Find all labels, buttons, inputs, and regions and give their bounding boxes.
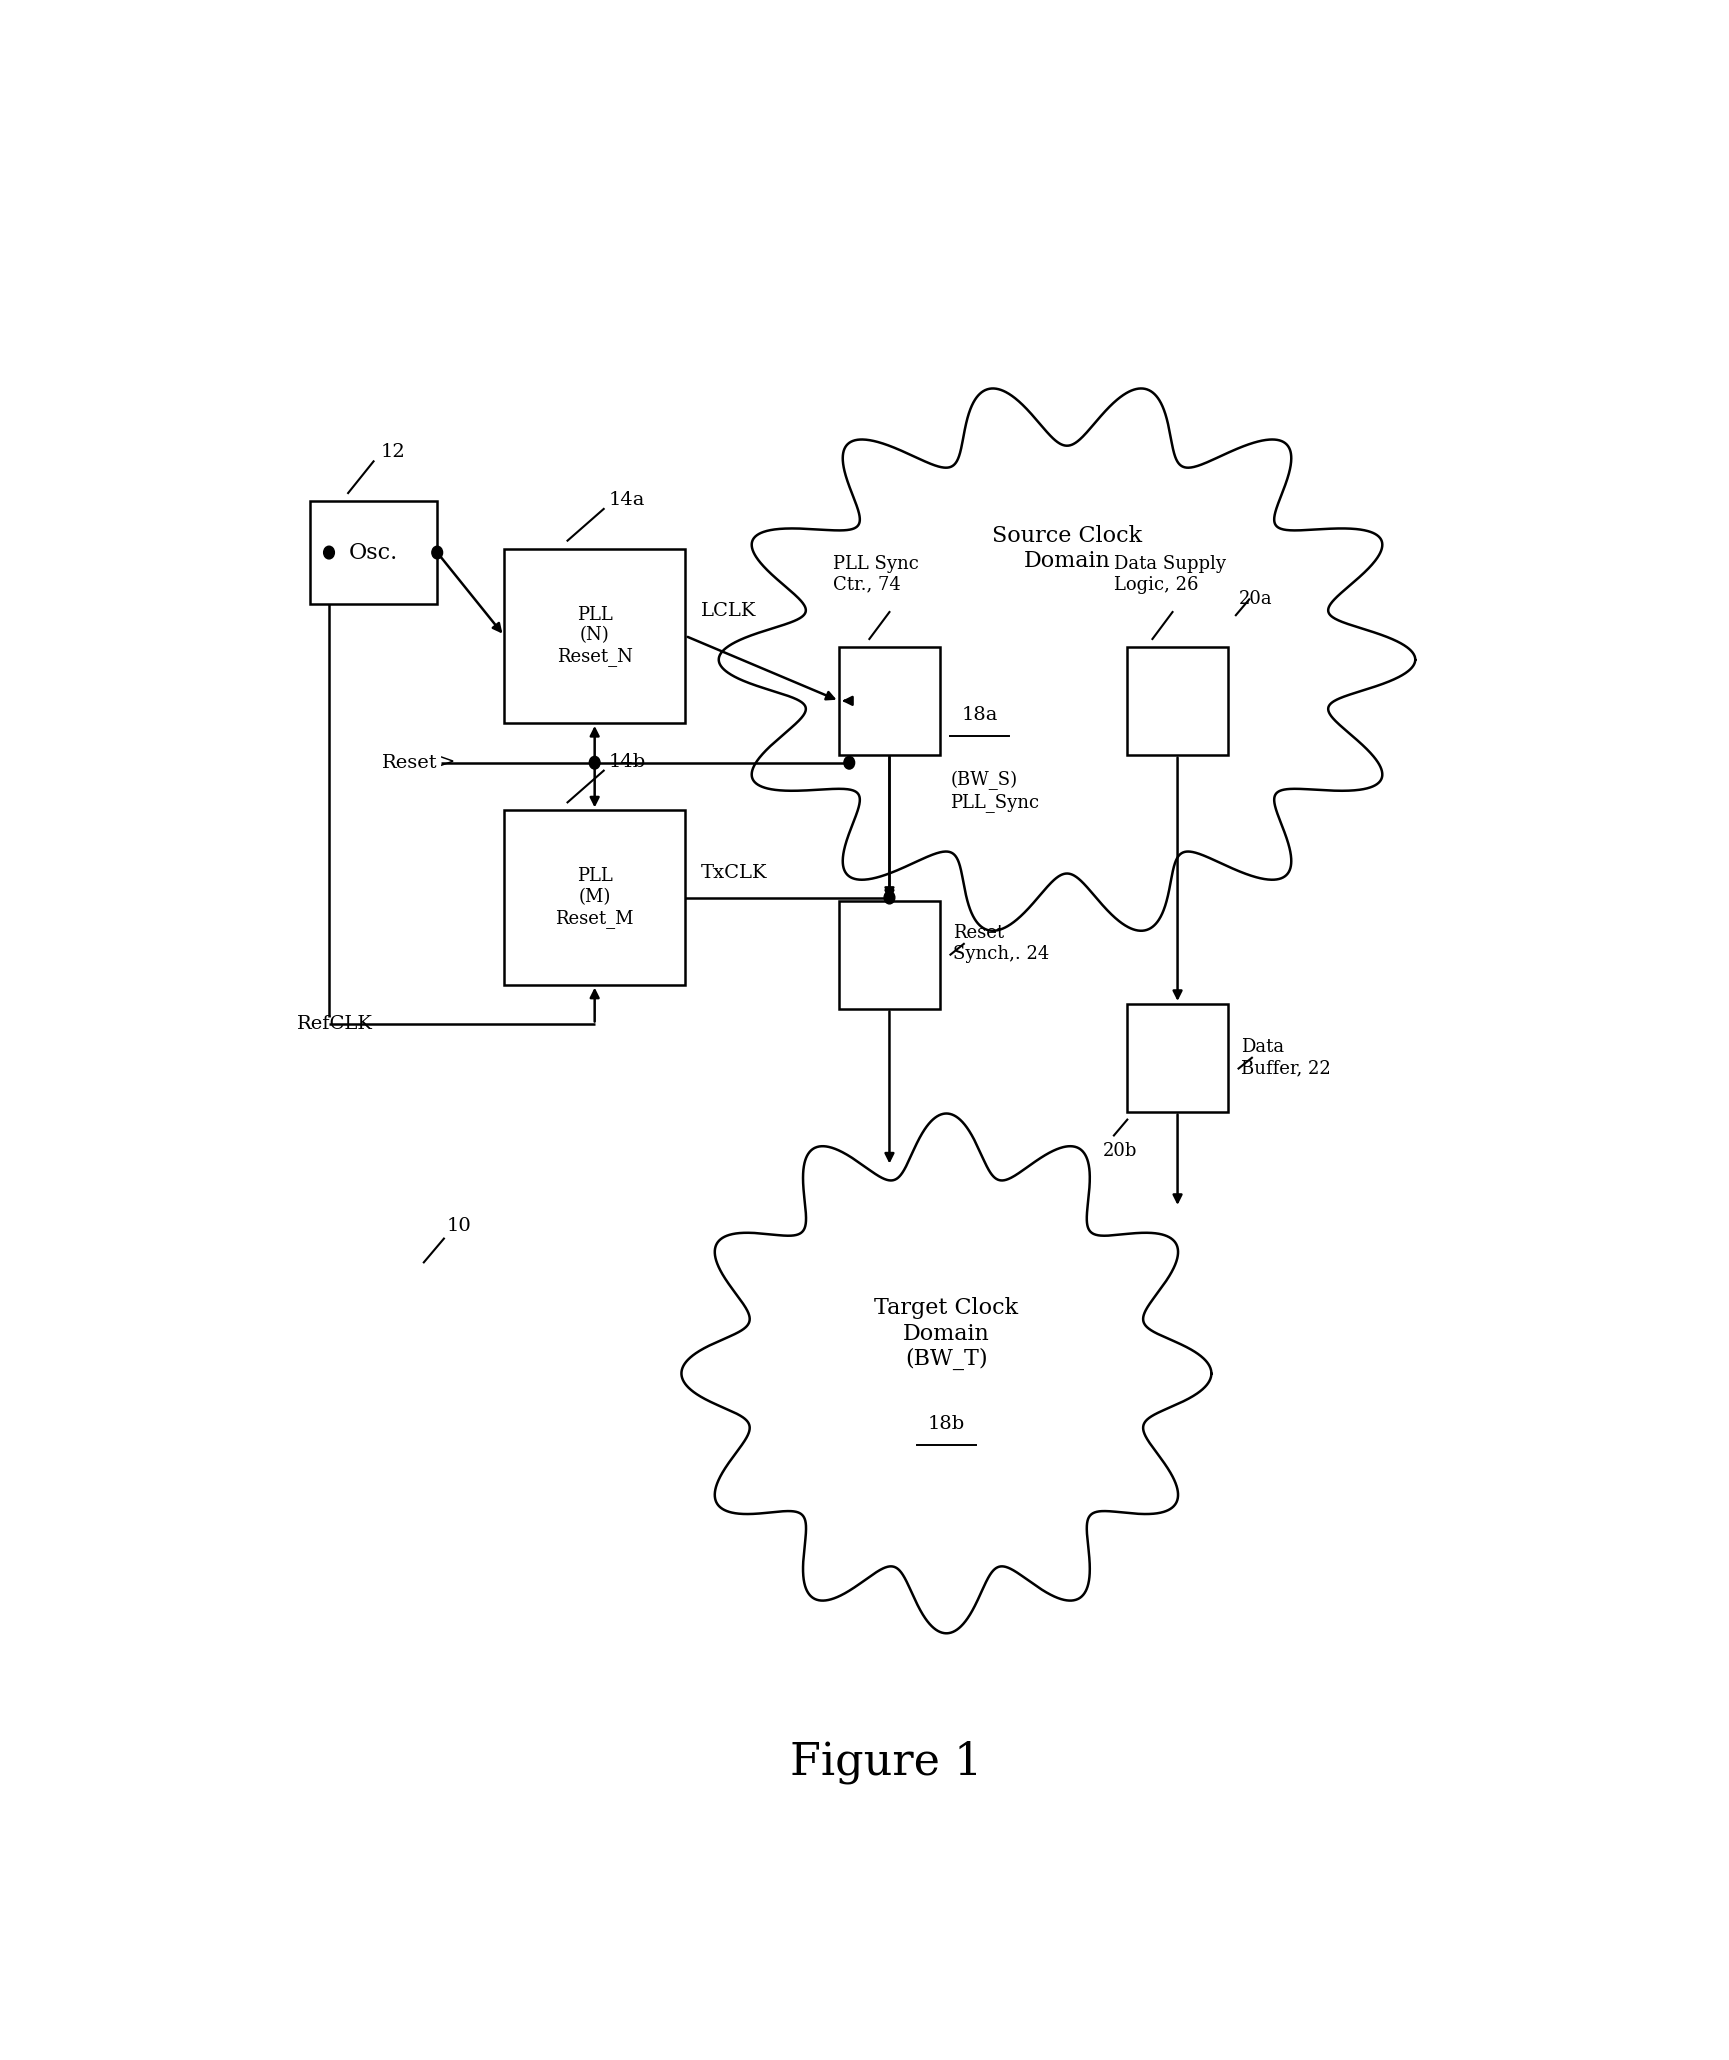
- Text: LCLK: LCLK: [702, 602, 757, 620]
- Text: Data
Buffer, 22: Data Buffer, 22: [1241, 1038, 1331, 1077]
- Text: 20b: 20b: [1103, 1143, 1138, 1160]
- Text: Data Supply
Logic, 26: Data Supply Logic, 26: [1113, 554, 1226, 593]
- Text: RefCLK: RefCLK: [297, 1016, 372, 1034]
- Bar: [1127, 1003, 1228, 1112]
- Text: 14b: 14b: [609, 752, 647, 770]
- Text: 14a: 14a: [609, 490, 645, 509]
- Text: TxCLK: TxCLK: [702, 863, 768, 882]
- Text: Figure 1: Figure 1: [790, 1741, 982, 1784]
- Bar: [309, 501, 437, 604]
- Text: Reset: Reset: [382, 754, 437, 772]
- Text: PLL
(N)
Reset_N: PLL (N) Reset_N: [557, 606, 633, 665]
- Text: Source Clock
Domain: Source Clock Domain: [992, 525, 1143, 573]
- Circle shape: [323, 546, 334, 558]
- Circle shape: [884, 892, 896, 904]
- Text: (BW_S)
PLL_Sync: (BW_S) PLL_Sync: [951, 770, 1039, 812]
- Text: 18b: 18b: [928, 1415, 965, 1434]
- Text: PLL Sync
Ctr., 74: PLL Sync Ctr., 74: [833, 554, 918, 593]
- Bar: [505, 810, 685, 985]
- Text: Reset
Synch,. 24: Reset Synch,. 24: [953, 925, 1050, 964]
- Text: 18a: 18a: [961, 707, 998, 725]
- Text: PLL
(M)
Reset_M: PLL (M) Reset_M: [555, 867, 635, 927]
- Text: Target Clock
Domain
(BW_T): Target Clock Domain (BW_T): [875, 1298, 1018, 1370]
- Circle shape: [844, 756, 854, 768]
- Text: 12: 12: [380, 443, 405, 461]
- Text: 20a: 20a: [1238, 591, 1273, 608]
- Bar: [505, 548, 685, 723]
- Text: 10: 10: [446, 1217, 472, 1236]
- Polygon shape: [719, 389, 1416, 931]
- Polygon shape: [681, 1114, 1212, 1634]
- Bar: [1127, 647, 1228, 754]
- Circle shape: [432, 546, 443, 558]
- Text: Osc.: Osc.: [349, 542, 398, 564]
- Text: >: >: [439, 754, 455, 772]
- Bar: [839, 647, 941, 754]
- Bar: [839, 900, 941, 1009]
- Circle shape: [590, 756, 600, 768]
